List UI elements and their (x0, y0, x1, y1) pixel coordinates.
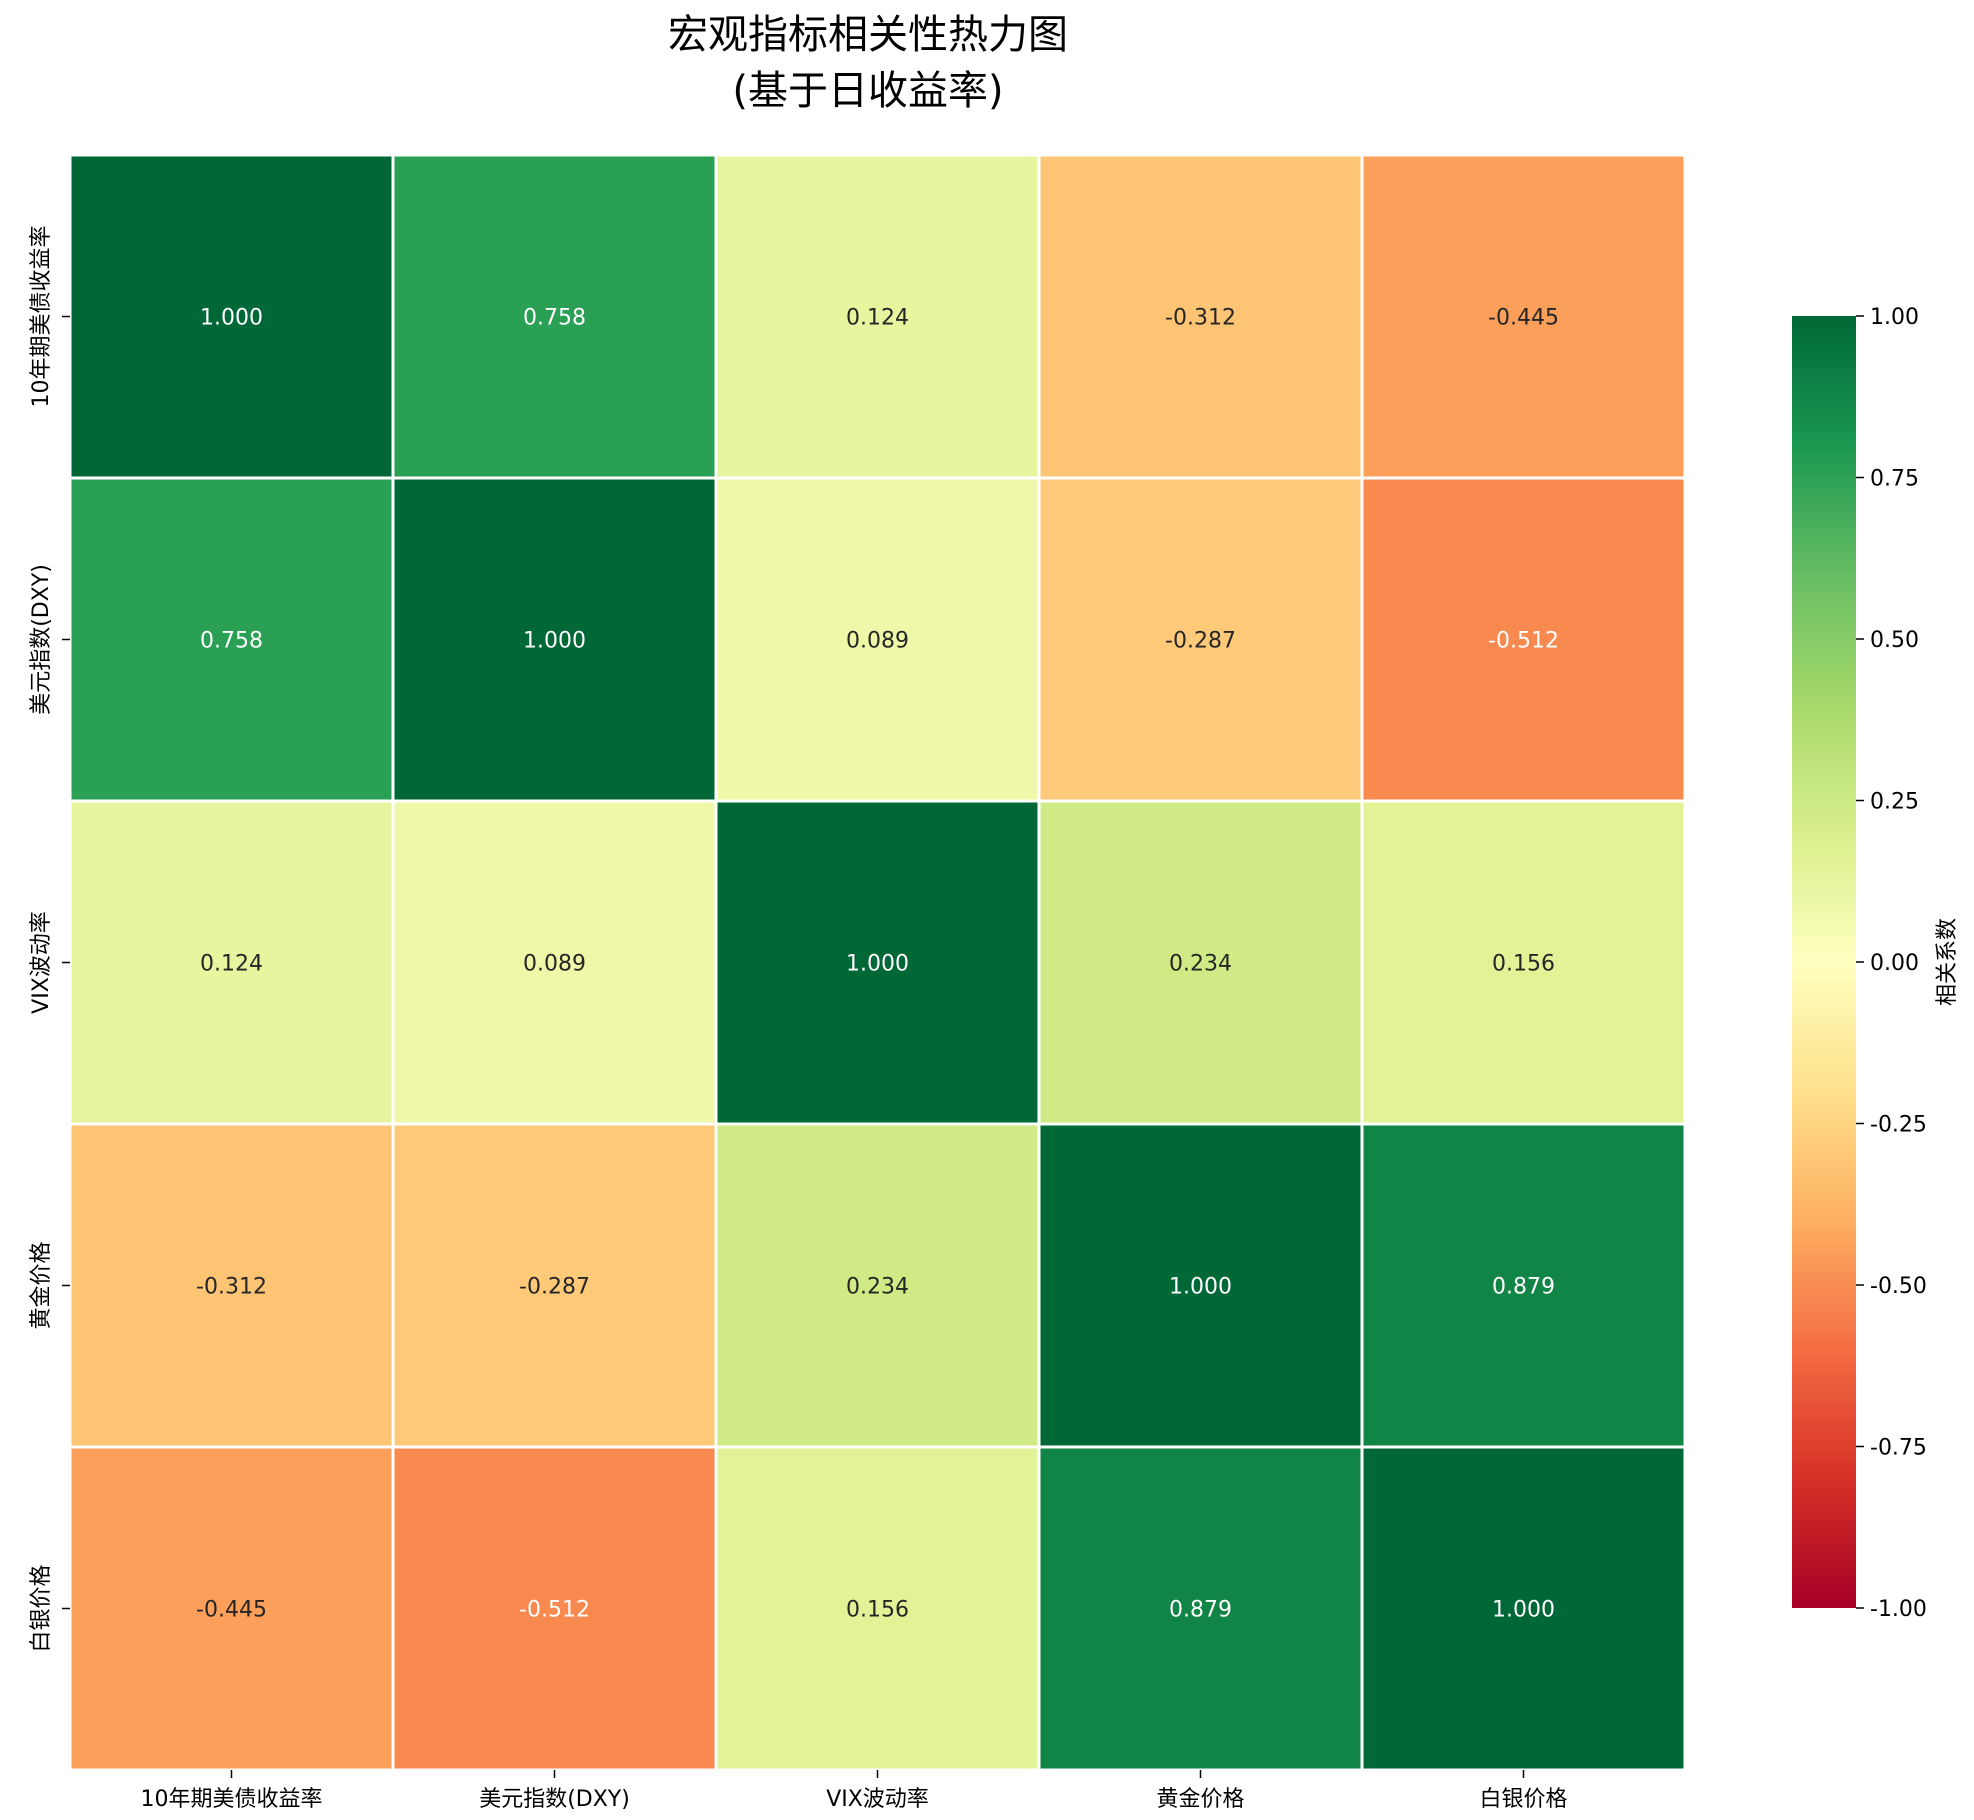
heatmap-value-label: 0.089 (523, 952, 586, 977)
chart-subtitle: (基于日收益率) (732, 68, 1003, 114)
colorbar-tick-label: 0.00 (1870, 951, 1919, 976)
heatmap-value-label: -0.512 (519, 1598, 590, 1623)
x-tick-label: 白银价格 (1479, 1787, 1567, 1812)
heatmap-value-label: 1.000 (1169, 1275, 1232, 1300)
heatmap-value-label: 0.089 (846, 629, 909, 654)
heatmap-value-label: -0.287 (519, 1275, 590, 1300)
heatmap-value-label: 0.156 (846, 1598, 909, 1623)
heatmap-value-labels: 1.000 0.758 0.124 -0.312 -0.445 0.758 1.000 0.0… (196, 306, 1559, 1623)
colorbar-tick-label: 0.25 (1870, 790, 1919, 815)
colorbar-tick-label: -0.50 (1870, 1274, 1927, 1299)
heatmap-cell (1037, 799, 1364, 1126)
colorbar-gradient (1792, 316, 1856, 1608)
heatmap-cell (714, 1445, 1041, 1772)
heatmap-value-label: -0.312 (1165, 306, 1236, 331)
heatmap-cell (1360, 1122, 1687, 1449)
x-tick-label: VIX波动率 (826, 1787, 929, 1812)
heatmap-cell (1360, 1445, 1687, 1772)
heatmap-value-label: 1.000 (1492, 1598, 1555, 1623)
heatmap-value-label: 1.000 (200, 306, 263, 331)
heatmap-value-label: 0.234 (1169, 952, 1232, 977)
heatmap-value-label: 0.879 (1169, 1598, 1232, 1623)
heatmap-value-label: -0.445 (1488, 306, 1559, 331)
heatmap-cell (1360, 153, 1687, 480)
heatmap-cell (1360, 476, 1687, 803)
heatmap-cell (68, 476, 395, 803)
colorbar-ticks: 1.00 0.75 0.50 0.25 0.00 -0.25 -0.50 -0.75 -1.00 (1856, 305, 1927, 1622)
heatmap-value-label: 0.758 (523, 306, 586, 331)
heatmap-value-label: 0.879 (1492, 1275, 1555, 1300)
heatmap-cell (1360, 799, 1687, 1126)
x-axis: 10年期美债收益率 美元指数(DXY) VIX波动率 黄金价格 白银价格 (141, 1770, 1568, 1812)
heatmap-value-label: 0.234 (846, 1275, 909, 1300)
colorbar-tick-label: -1.00 (1870, 1597, 1927, 1622)
heatmap-cell (714, 153, 1041, 480)
heatmap-cell (391, 153, 718, 480)
heatmap-value-label: 0.156 (1492, 952, 1555, 977)
heatmap-value-label: -0.287 (1165, 629, 1236, 654)
y-tick-label: 黄金价格 (29, 1241, 54, 1329)
heatmap-value-label: -0.445 (196, 1598, 267, 1623)
y-tick-label: 10年期美债收益率 (29, 226, 54, 408)
heatmap-cell (1037, 1122, 1364, 1449)
x-tick-label: 黄金价格 (1156, 1787, 1244, 1812)
heatmap-value-label: -0.312 (196, 1275, 267, 1300)
colorbar-label: 相关系数 (1935, 918, 1960, 1006)
heatmap-cell (714, 799, 1041, 1126)
heatmap-cell (391, 1122, 718, 1449)
heatmap-value-label: 0.758 (200, 629, 263, 654)
colorbar-tick-label: 1.00 (1870, 305, 1919, 330)
chart-title: 宏观指标相关性热力图 (668, 12, 1068, 58)
x-tick-label: 10年期美债收益率 (141, 1787, 323, 1812)
y-tick-label: VIX波动率 (29, 911, 54, 1014)
y-tick-label: 白银价格 (29, 1564, 54, 1652)
colorbar-tick-label: 0.50 (1870, 628, 1919, 653)
heatmap-cells (68, 153, 1687, 1772)
heatmap-value-label: 1.000 (846, 952, 909, 977)
y-tick-label: 美元指数(DXY) (29, 564, 54, 715)
colorbar-tick-label: -0.75 (1870, 1436, 1927, 1461)
heatmap-cell (391, 799, 718, 1126)
heatmap-value-label: 0.124 (846, 306, 909, 331)
colorbar: 1.00 0.75 0.50 0.25 0.00 -0.25 -0.50 -0.75 -1.00… (1792, 305, 1960, 1622)
heatmap-value-label: -0.512 (1488, 629, 1559, 654)
colorbar-tick-label: 0.75 (1870, 467, 1919, 492)
heatmap-cell (68, 153, 395, 480)
heatmap-cell (1037, 153, 1364, 480)
heatmap-cell (714, 1122, 1041, 1449)
colorbar-tick-label: -0.25 (1870, 1113, 1927, 1138)
heatmap-cell (68, 1445, 395, 1772)
x-tick-label: 美元指数(DXY) (479, 1787, 630, 1812)
heatmap-cell (391, 1445, 718, 1772)
heatmap-value-label: 0.124 (200, 952, 263, 977)
heatmap-value-label: 1.000 (523, 629, 586, 654)
heatmap-cell (714, 476, 1041, 803)
